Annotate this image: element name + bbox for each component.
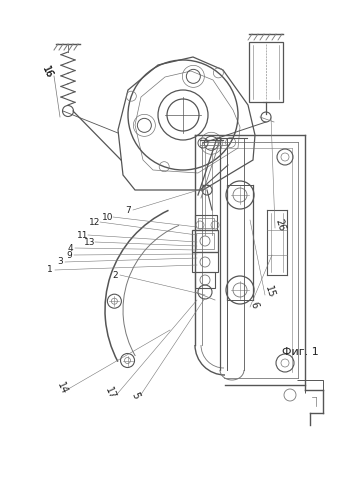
Bar [192,252,218,272]
Text: 11: 11 [77,231,89,240]
Text: 17: 17 [103,385,117,401]
Bar [192,230,218,252]
Text: 15: 15 [263,284,277,299]
Text: Фиг. 1: Фиг. 1 [282,347,318,357]
Bar [198,218,214,228]
Text: 26: 26 [273,218,287,233]
Bar [249,42,283,102]
Text: 2: 2 [112,270,118,279]
Text: 12: 12 [89,218,101,227]
Text: 10: 10 [102,213,114,222]
Bar [195,272,215,288]
Text: 13: 13 [84,238,96,247]
Bar [196,233,214,249]
Text: 9: 9 [66,250,72,259]
Text: 16: 16 [40,64,54,80]
Text: 14: 14 [55,380,69,396]
Text: 6: 6 [248,300,260,309]
Text: 5: 5 [129,391,141,401]
Text: 4: 4 [67,244,73,252]
Text: 3: 3 [57,257,63,266]
Text: 7: 7 [125,206,131,215]
Text: 16: 16 [40,64,54,80]
Bar [195,215,217,230]
Text: 1: 1 [47,265,53,274]
